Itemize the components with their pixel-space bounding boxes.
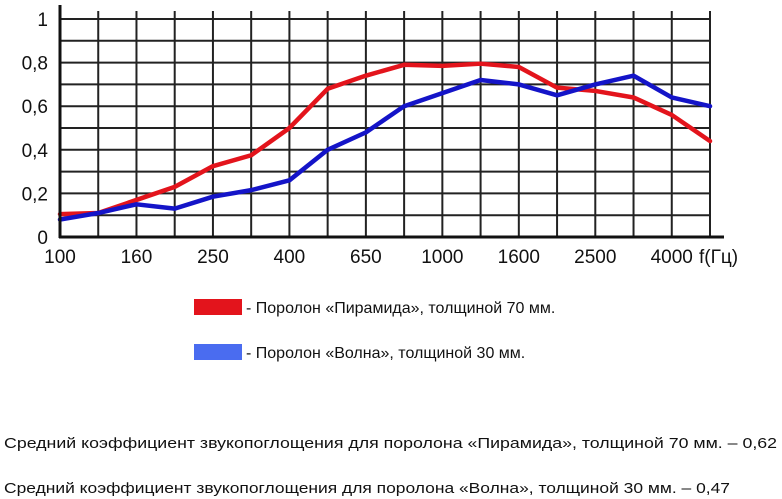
x-tick-label: 2500 <box>574 247 616 268</box>
x-axis-label: f(Гц) <box>699 247 738 268</box>
average-note-wave: Средний коэффициент звукопоглощения для … <box>4 480 730 497</box>
series-line-1 <box>57 73 713 222</box>
x-tick-label: 400 <box>274 247 306 268</box>
legend-swatch-pyramid <box>194 299 242 315</box>
y-tick-label: 0,2 <box>22 184 48 205</box>
legend: - Поролон «Пирамида», толщиной 70 мм. - … <box>194 299 555 362</box>
legend-label-pyramid: - Поролон «Пирамида», толщиной 70 мм. <box>246 300 555 317</box>
x-tick-label: 4000 <box>651 247 693 268</box>
tick-labels: 100 160 250 400 650 1000 1600 2500 4000 0 0,2 0,4 0,… <box>22 10 693 268</box>
series-line-0 <box>57 61 713 217</box>
y-tick-label: 0,6 <box>22 97 48 118</box>
x-tick-label: 100 <box>44 247 76 268</box>
x-tick-label: 650 <box>350 247 382 268</box>
y-tick-label: 0,4 <box>22 141 49 162</box>
x-tick-label: 160 <box>121 247 153 268</box>
legend-label-wave: - Поролон «Волна», толщиной 30 мм. <box>246 345 525 362</box>
grid <box>60 11 711 237</box>
series-lines <box>57 61 713 222</box>
x-tick-label: 1600 <box>498 247 540 268</box>
x-tick-label: 250 <box>197 247 229 268</box>
x-tick-label: 1000 <box>421 247 463 268</box>
legend-swatch-wave <box>194 344 242 360</box>
y-tick-label: 0,8 <box>22 54 48 75</box>
y-tick-label: 0 <box>37 228 48 249</box>
y-tick-label: 1 <box>37 10 48 31</box>
axes <box>58 5 724 239</box>
average-note-pyramid: Средний коэффициент звукопоглощения для … <box>4 435 777 452</box>
